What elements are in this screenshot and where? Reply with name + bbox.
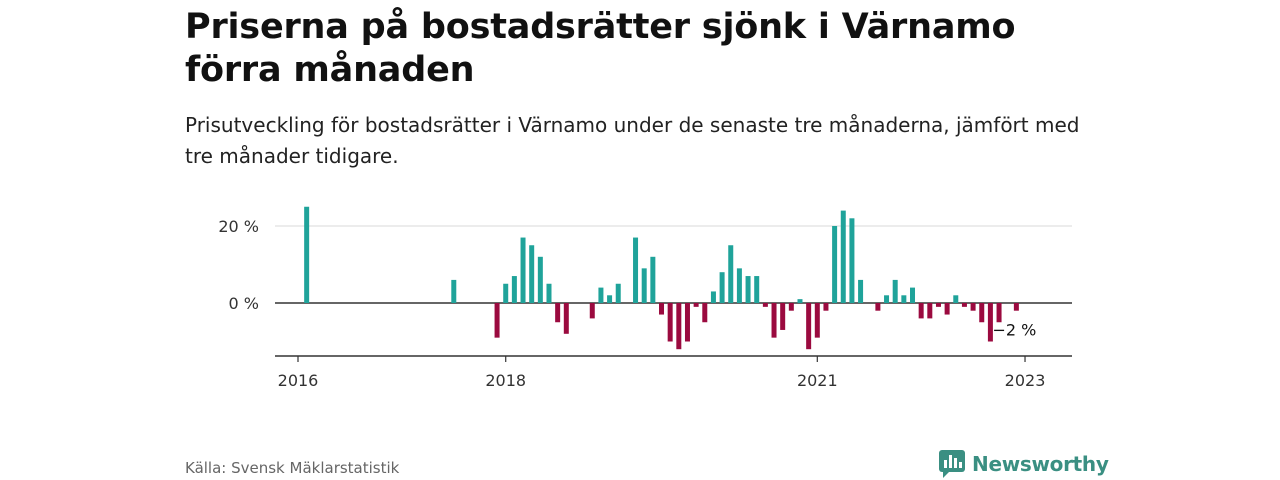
y-gridlines <box>275 225 1072 304</box>
bar <box>892 279 898 303</box>
bar <box>451 279 457 303</box>
bar <box>563 303 569 334</box>
x-tick-label: 2018 <box>485 371 526 390</box>
bar <box>607 295 613 303</box>
bar <box>659 303 665 315</box>
chart-bars <box>304 206 1019 350</box>
bar <box>944 303 950 315</box>
x-tick-label: 2023 <box>1005 371 1046 390</box>
bar <box>970 303 976 311</box>
y-tick-label: 20 % <box>218 217 259 236</box>
bar <box>633 237 639 303</box>
x-tick-label: 2021 <box>797 371 838 390</box>
bar <box>719 272 725 303</box>
bar <box>797 299 803 303</box>
chart-labels: 0 % 20 % 2016 2018 2021 2023 −2 % <box>218 217 1045 390</box>
bar <box>304 206 310 303</box>
bar <box>745 276 751 303</box>
bar <box>667 303 673 342</box>
bar <box>676 303 682 350</box>
bar <box>736 268 742 303</box>
bar <box>875 303 881 311</box>
x-tick-label: 2016 <box>278 371 319 390</box>
bar <box>849 218 855 303</box>
bar <box>641 268 647 303</box>
bar <box>511 276 517 303</box>
bar <box>693 303 699 307</box>
chart-title: Priserna på bostadsrätter sjönk i Värnam… <box>185 7 1016 90</box>
bar <box>684 303 690 342</box>
bar <box>987 303 993 342</box>
bar <box>771 303 777 338</box>
bar <box>788 303 794 311</box>
bar <box>918 303 924 319</box>
source-note: Källa: Svensk Mäklarstatistik <box>185 459 400 477</box>
bar <box>537 256 543 303</box>
bar <box>529 245 535 303</box>
last-value-label: −2 % <box>992 321 1036 340</box>
bar <box>1013 303 1019 311</box>
bar <box>979 303 985 323</box>
bar <box>823 303 829 311</box>
bar <box>615 283 621 303</box>
chart-subtitle: Prisutveckling för bostadsrätter i Värna… <box>185 113 1080 168</box>
bar <box>710 291 716 303</box>
y-tick-label: 0 % <box>229 294 259 313</box>
bar <box>650 256 656 303</box>
bar <box>555 303 561 323</box>
bar <box>728 245 734 303</box>
bar <box>806 303 812 350</box>
bar <box>935 303 941 307</box>
newsworthy-bar-chart-logo-icon <box>939 450 965 478</box>
bar <box>754 276 760 303</box>
bar <box>814 303 820 338</box>
bar <box>762 303 768 307</box>
x-axis <box>275 355 1072 362</box>
brand-name: Newsworthy <box>972 452 1109 476</box>
bar <box>520 237 526 303</box>
bar <box>832 226 838 303</box>
bar <box>589 303 595 319</box>
bar <box>546 283 552 303</box>
bar <box>702 303 708 323</box>
bar <box>901 295 907 303</box>
bar <box>996 303 1002 323</box>
bar <box>884 295 890 303</box>
bar <box>598 287 604 303</box>
bar <box>494 303 500 338</box>
brand-logo[interactable]: Newsworthy <box>938 449 1109 479</box>
bar <box>910 287 916 303</box>
bar <box>503 283 509 303</box>
bar <box>953 295 959 303</box>
bar <box>961 303 967 307</box>
bar <box>927 303 933 319</box>
bar <box>858 279 864 303</box>
bar <box>780 303 786 330</box>
bar <box>840 210 846 303</box>
